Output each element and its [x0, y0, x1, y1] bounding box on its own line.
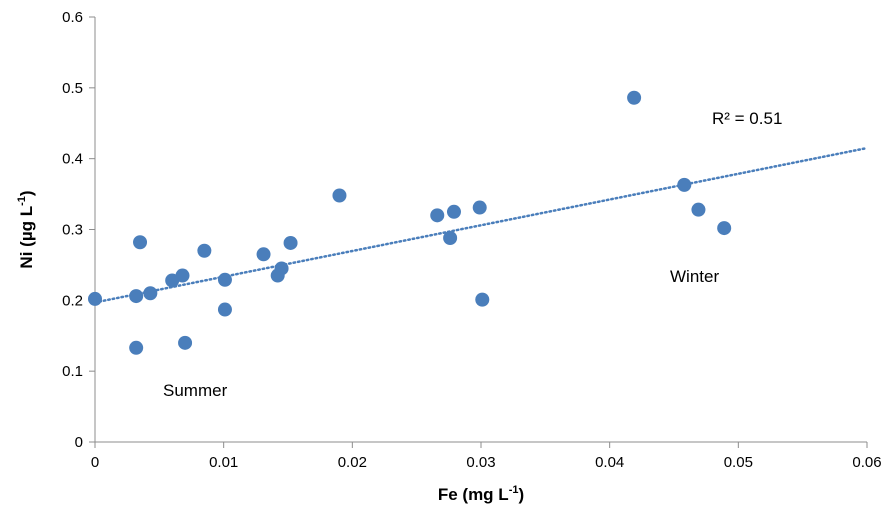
plot-area: 0 0.01 0.02 0.03 0.04 0.05 0.06 00.10.20.30.40… [62, 9, 881, 471]
y-tick-label: 0.1 [62, 363, 83, 380]
data-point [88, 291, 102, 306]
data-point [332, 188, 347, 203]
data-point [475, 292, 490, 307]
x-tick-label: 0.06 [852, 454, 881, 471]
data-point [677, 177, 692, 192]
data-point [129, 340, 144, 355]
y-axis-title-main: Ni (µg L [17, 206, 36, 269]
data-point [175, 268, 190, 283]
x-tick-label: 0 [91, 454, 99, 471]
x-tick-label: 0.03 [466, 454, 495, 471]
data-point [217, 302, 232, 317]
x-axis-title-superscript: -1 [509, 484, 519, 496]
winter-label: Winter [670, 267, 719, 286]
x-axis-title-end: ) [518, 485, 524, 504]
y-tick-label: 0.6 [62, 9, 83, 26]
data-point [217, 272, 232, 287]
y-tick-label: 0.2 [62, 292, 83, 309]
y-tick-label: 0.4 [62, 151, 83, 168]
data-point [283, 235, 298, 250]
data-point [472, 200, 487, 215]
data-point [691, 202, 706, 217]
data-point [443, 231, 458, 245]
data-point [129, 289, 144, 304]
y-axis-title-superscript: -1 [16, 196, 28, 206]
y-tick-label: 0.3 [62, 222, 83, 239]
data-point [178, 335, 193, 350]
trendline [93, 146, 869, 304]
y-axis-title: Ni (µg L-1) [16, 190, 36, 268]
data-point [717, 221, 732, 236]
data-point [133, 235, 148, 250]
y-tick-label: 0 [75, 434, 83, 451]
data-point [256, 247, 271, 262]
data-point [627, 90, 642, 105]
x-tick-label: 0.02 [338, 454, 367, 471]
data-point [143, 286, 158, 301]
y-axis-title-end: ) [17, 190, 36, 196]
x-axis-ticks: 0 0.01 0.02 0.03 0.04 0.05 0.06 [91, 442, 882, 471]
r-squared-label: R² = 0.51 [712, 109, 782, 128]
data-point [446, 204, 461, 219]
data-points [88, 90, 732, 355]
y-tick-label: 0.5 [62, 80, 83, 97]
y-axis-ticks: 0 0.1 0.2 0.3 0.4 0.5 0.6 [62, 9, 95, 451]
data-point [274, 261, 289, 276]
x-axis-title-main: Fe (mg L [438, 485, 509, 504]
x-tick-label: 0.04 [595, 454, 624, 471]
data-point [197, 243, 212, 258]
x-tick-label: 0.05 [724, 454, 753, 471]
x-axis-title: Fe (mg L-1) [438, 484, 524, 504]
summer-label: Summer [163, 381, 228, 400]
x-tick-label: 0.01 [209, 454, 238, 471]
data-point [430, 208, 445, 223]
